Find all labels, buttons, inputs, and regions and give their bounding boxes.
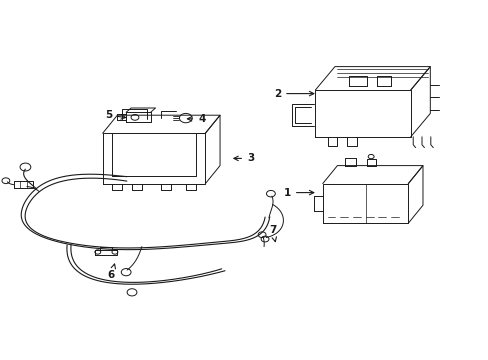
Text: 5: 5: [105, 110, 125, 120]
Text: 4: 4: [187, 114, 205, 124]
Text: 6: 6: [107, 264, 115, 280]
Text: 7: 7: [268, 225, 276, 242]
Text: 1: 1: [283, 188, 313, 198]
Text: 2: 2: [273, 89, 313, 99]
Text: 3: 3: [233, 153, 254, 163]
